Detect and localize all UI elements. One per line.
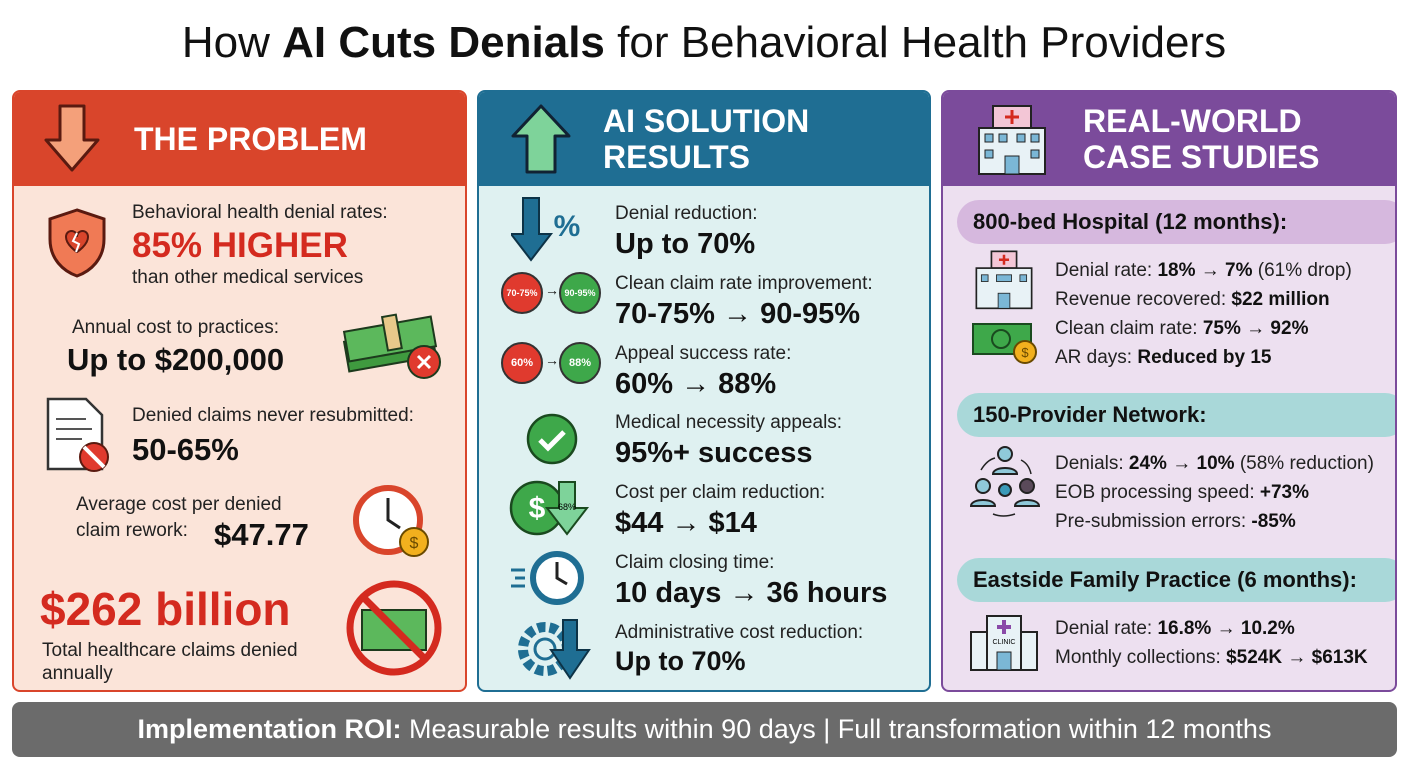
case-row: Denial rate: 16.8% → 10.2%	[1055, 618, 1295, 639]
fast-clock-icon	[511, 551, 584, 605]
svg-text:$: $	[529, 492, 546, 525]
item-value: $262 billion	[40, 583, 291, 635]
item-label: Claim closing time:	[615, 552, 775, 573]
document-denied-icon	[46, 397, 109, 472]
svg-text:$: $	[410, 535, 419, 552]
item-label: claim rework:	[76, 520, 188, 541]
gear-down-icon	[518, 619, 591, 680]
item-label: Appeal success rate:	[615, 343, 792, 364]
item-value: 85% HIGHER	[132, 226, 348, 265]
from-badge: 70-75%	[501, 272, 543, 314]
item-label: Denial reduction:	[615, 203, 758, 224]
svg-text:$: $	[1021, 345, 1029, 360]
case-row: Revenue recovered: $22 million	[1055, 289, 1330, 310]
up-arrow-icon	[511, 104, 571, 174]
item-value: Up to 70%	[615, 646, 746, 676]
crossed-money-icon	[346, 580, 442, 676]
footer-banner: Implementation ROI: Measurable results w…	[12, 702, 1397, 757]
case-title: 800-bed Hospital (12 months):	[957, 200, 1395, 244]
cash-coin-icon: $	[972, 323, 1037, 364]
problem-header: THE PROBLEM	[14, 92, 465, 186]
item-value: 70-75% → 90-95%	[615, 298, 861, 330]
to-badge: 90-95%	[559, 272, 601, 314]
money-stack-x-icon	[342, 313, 441, 379]
clinic-sign: CLINIC	[993, 639, 1016, 646]
reduction-badge: 68%	[558, 502, 576, 512]
clock-rework-icon: $	[353, 485, 429, 557]
to-badge: 88%	[559, 342, 601, 384]
item-label: Annual cost to practices:	[72, 317, 279, 338]
solution-header: AI SOLUTION RESULTS	[479, 92, 929, 186]
item-label: Denied claims never resubmitted:	[132, 405, 414, 426]
item-value: $47.77	[214, 517, 309, 552]
percent-down-icon: %	[511, 197, 581, 262]
cases-panel: REAL-WORLD CASE STUDIES 800-bed Hospital…	[941, 90, 1397, 692]
item-value: 10 days → 36 hours	[615, 577, 888, 609]
case-row: Denials: 24% → 10% (58% reduction)	[1055, 453, 1374, 474]
case-row: Pre-submission errors: -85%	[1055, 511, 1296, 532]
clinic-icon: CLINIC	[970, 615, 1038, 671]
item-label: annually	[42, 663, 113, 684]
item-label: Behavioral health denial rates:	[132, 202, 388, 223]
item-sub: than other medical services	[132, 267, 364, 288]
case-row: EOB processing speed: +73%	[1055, 482, 1310, 503]
item-value: 95%+ success	[615, 437, 813, 469]
item-value: 60% → 88%	[615, 368, 777, 400]
item-label: Average cost per denied	[76, 494, 282, 515]
item-value: 50-65%	[132, 432, 239, 467]
item-label: Administrative cost reduction:	[615, 622, 864, 643]
case-row: AR days: Reduced by 15	[1055, 347, 1272, 368]
provider-network-icon	[969, 446, 1041, 517]
check-circle-icon	[526, 413, 578, 465]
case-row: Monthly collections: $524K → $613K	[1055, 647, 1368, 668]
solution-panel: AI SOLUTION RESULTS % Denial reduction: …	[477, 90, 931, 692]
hospital-icon	[975, 250, 1033, 310]
item-label: Total healthcare claims denied	[42, 640, 298, 661]
dollar-down-icon: $68%	[509, 480, 590, 536]
page-title: How AI Cuts Denials for Behavioral Healt…	[181, 18, 1227, 67]
item-label: Cost per claim reduction:	[615, 482, 826, 503]
item-value: Up to $200,000	[67, 342, 285, 377]
item-value: Up to 70%	[615, 228, 756, 260]
broken-heart-shield-icon	[48, 208, 106, 278]
case-row: Clean claim rate: 75% → 92%	[1055, 318, 1309, 339]
down-arrow-icon	[44, 104, 100, 172]
case-row: Denial rate: 18% → 7% (61% drop)	[1055, 260, 1352, 281]
case-title: 150-Provider Network:	[957, 393, 1395, 437]
item-value: $44 → $14	[615, 507, 757, 539]
case-title: Eastside Family Practice (6 months):	[957, 558, 1395, 602]
cases-header: REAL-WORLD CASE STUDIES	[943, 92, 1395, 186]
svg-text:%: %	[554, 210, 581, 243]
item-label: Medical necessity appeals:	[615, 412, 843, 433]
hospital-icon	[978, 105, 1046, 175]
from-badge: 60%	[501, 342, 543, 384]
item-label: Clean claim rate improvement:	[615, 273, 873, 294]
problem-panel: THE PROBLEM Behavioral health denial rat…	[12, 90, 467, 692]
